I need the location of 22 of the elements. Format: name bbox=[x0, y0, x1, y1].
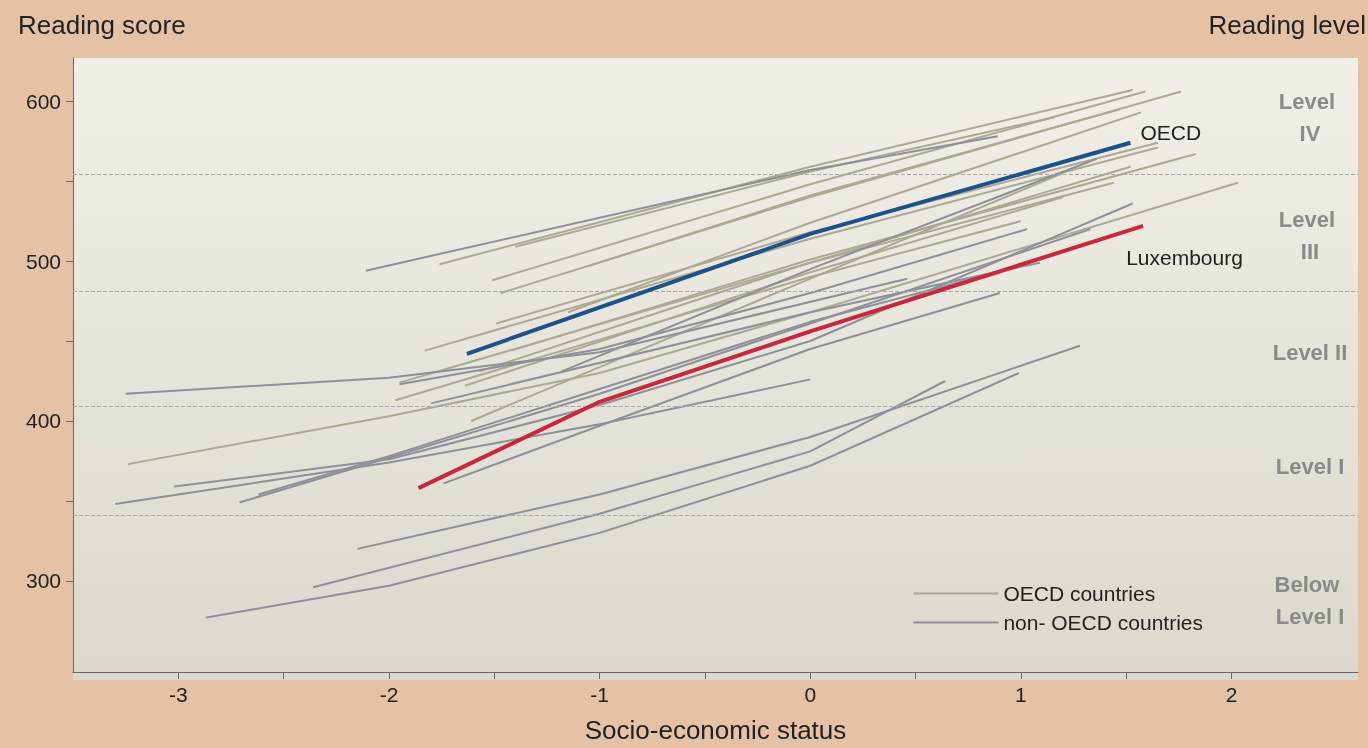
y-axis-title: Reading score bbox=[18, 10, 186, 40]
legend-label: OECD countries bbox=[1003, 582, 1156, 605]
legend-label: non- OECD countries bbox=[1003, 611, 1204, 634]
text: Reading level bbox=[1208, 10, 1367, 40]
y-tick-label: 500 bbox=[25, 249, 61, 273]
annotation: Level II bbox=[1272, 340, 1348, 366]
x-axis-title: Socio-economic status bbox=[584, 715, 847, 745]
annotation: Level I bbox=[1275, 453, 1345, 479]
x-tick-label: 2 bbox=[1225, 683, 1238, 706]
y-tick-label: 300 bbox=[25, 569, 61, 593]
series-label: OECD bbox=[1140, 121, 1202, 145]
annotation: Below Level I bbox=[1274, 572, 1346, 630]
annotation: Level IV bbox=[1278, 88, 1342, 146]
x-tick-label: 1 bbox=[1015, 683, 1027, 706]
y-tick-label: 600 bbox=[25, 89, 61, 113]
x-tick-label: -1 bbox=[590, 683, 609, 706]
x-tick-label: -3 bbox=[168, 683, 188, 706]
y-tick-label: 400 bbox=[25, 409, 61, 433]
series-label: Luxembourg bbox=[1126, 246, 1243, 270]
annotation: Level III bbox=[1278, 206, 1342, 264]
x-tick-label: 0 bbox=[804, 683, 817, 706]
x-tick-label: -2 bbox=[379, 683, 399, 706]
